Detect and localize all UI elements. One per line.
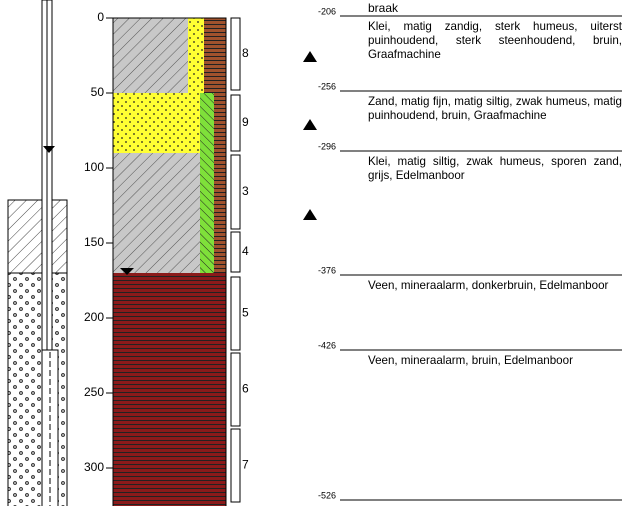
sample-label: 5 xyxy=(242,306,249,320)
sample-marker xyxy=(303,119,317,130)
sand-admixture xyxy=(188,18,204,93)
diagram: braak 0 50 100 150 200 250 300 8 9 3 4 5 6 7 -206 -256 -… xyxy=(0,0,630,506)
surface-description: braak xyxy=(368,1,399,15)
colour-band xyxy=(204,18,226,93)
sample-box xyxy=(231,18,240,90)
sample-box xyxy=(231,95,240,151)
sand-layer xyxy=(113,93,200,153)
tick-label: 100 xyxy=(84,160,104,174)
tick-label: 0 xyxy=(97,10,104,24)
level-label: -206 xyxy=(318,6,336,16)
tick-label: 300 xyxy=(84,460,104,474)
level-label: -426 xyxy=(318,340,336,350)
layer-description: Klei, matig zandig, sterk humeus, uiters… xyxy=(368,20,622,62)
sample-label: 8 xyxy=(242,46,249,60)
layer-description: Veen, mineraalarm, donkerbruin, Edelmanb… xyxy=(368,279,622,293)
humus-band xyxy=(200,93,214,273)
clay-layer xyxy=(113,153,200,273)
level-label: -376 xyxy=(318,265,336,275)
level-label: -296 xyxy=(318,141,336,151)
sample-label: 4 xyxy=(242,244,249,258)
sample-marker xyxy=(303,51,317,62)
sample-label: 3 xyxy=(242,184,249,198)
peat-layer xyxy=(113,273,226,506)
level-label: -256 xyxy=(318,81,336,91)
tick-label: 250 xyxy=(84,385,104,399)
level-label: -526 xyxy=(318,490,336,500)
layer-description: Veen, mineraalarm, bruin, Edelmanboor xyxy=(368,354,622,368)
borehole-log: braak 0 50 100 150 200 250 300 8 9 3 4 5 6 7 -206 -256 -… xyxy=(0,0,630,506)
sample-box xyxy=(231,277,240,350)
sample-label: 7 xyxy=(242,458,249,472)
sample-box xyxy=(231,155,240,229)
tick-label: 150 xyxy=(84,235,104,249)
sample-marker xyxy=(303,209,317,220)
layer-description: Zand, matig fijn, matig siltig, zwak hum… xyxy=(368,95,622,123)
layer-description: Klei, matig siltig, zwak humeus, sporen … xyxy=(368,155,622,183)
page: {"depth_axis": {"ylim": [0, 321], "ticks… xyxy=(0,0,630,506)
sample-box xyxy=(231,232,240,272)
sample-box xyxy=(231,353,240,426)
sample-box xyxy=(231,429,240,502)
well-fill-clay xyxy=(8,200,67,273)
clay-layer xyxy=(113,18,188,93)
tick-label: 50 xyxy=(91,85,105,99)
colour-band xyxy=(214,93,226,273)
tick-label: 200 xyxy=(84,310,104,324)
sample-label: 9 xyxy=(242,115,249,129)
sample-label: 6 xyxy=(242,382,249,396)
